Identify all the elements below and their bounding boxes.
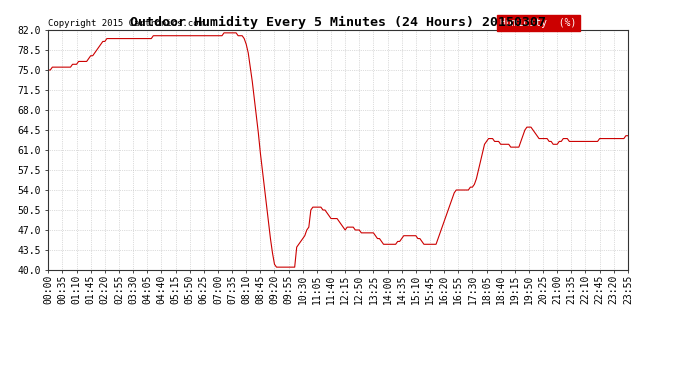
Title: Outdoor Humidity Every 5 Minutes (24 Hours) 20150307: Outdoor Humidity Every 5 Minutes (24 Hou… [130, 16, 546, 29]
Text: Humidity  (%): Humidity (%) [500, 18, 577, 28]
Text: Copyright 2015 Cartronics.com: Copyright 2015 Cartronics.com [48, 19, 204, 28]
